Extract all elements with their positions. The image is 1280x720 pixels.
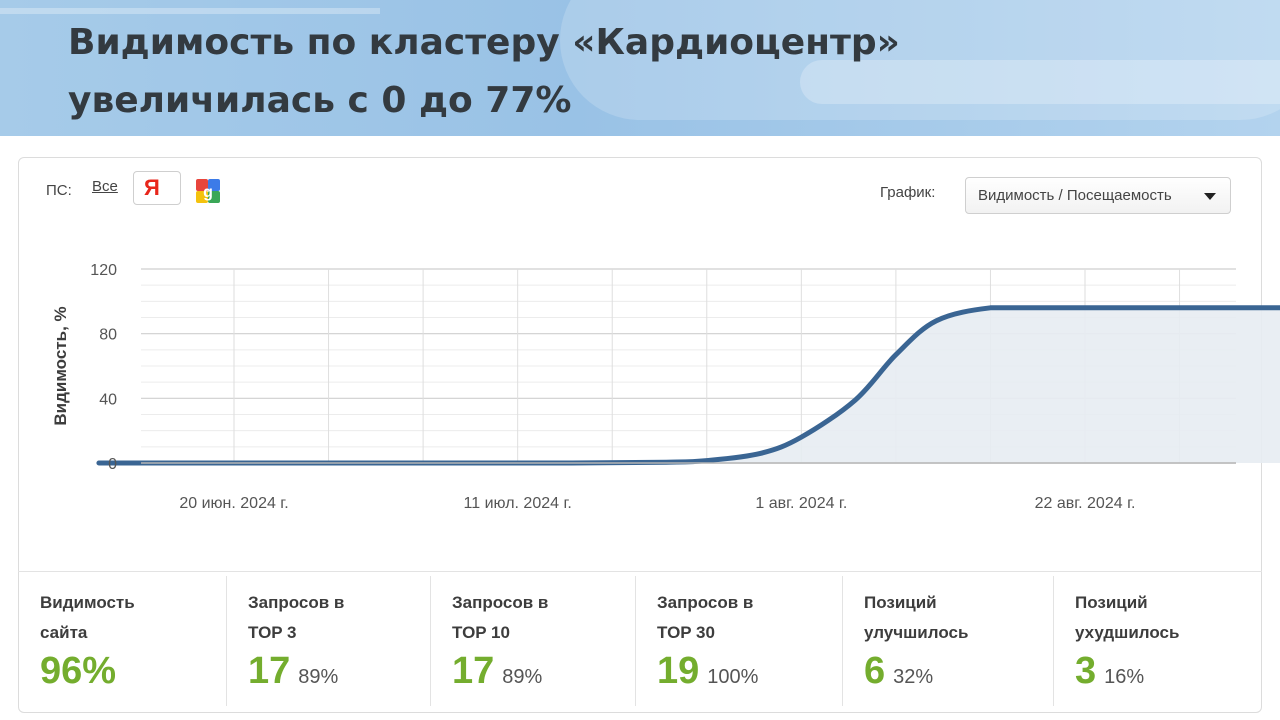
y-tick-label: 80 [99, 327, 117, 344]
all-engines-link[interactable]: Все [92, 178, 118, 195]
stat-number: 19 [657, 650, 700, 692]
stat-number: 17 [248, 650, 291, 692]
search-engine-label: ПС: [46, 182, 72, 199]
x-tick-label: 1 авг. 2024 г. [755, 495, 847, 512]
stat-number: 3 [1075, 650, 1097, 692]
dropdown-arrow-icon [1204, 193, 1216, 200]
svg-text:g: g [203, 184, 213, 201]
stat-value: 19 100% [657, 650, 758, 693]
stat-block: Позиций ухудшилось 3 16% [1053, 572, 1262, 712]
stat-percent: 100% [707, 666, 759, 688]
y-axis-label: Видимость, % [51, 306, 70, 425]
header-banner: Видимость по кластеру «Кардиоцентр» увел… [0, 0, 1280, 136]
stat-label: Позиций улучшилось [864, 593, 969, 642]
stat-value: 96% [40, 650, 116, 693]
stat-divider [430, 576, 431, 706]
page-title: Видимость по кластеру «Кардиоцентр» увел… [68, 22, 900, 121]
stat-block: Запросов в TOP 30 19 100% [635, 572, 842, 712]
google-icon[interactable]: g [193, 176, 223, 206]
y-tick-label: 40 [99, 391, 117, 408]
header-decoration [0, 8, 380, 14]
graph-type-label: График: [880, 184, 936, 201]
stat-number: 96% [40, 650, 117, 692]
stats-row: Видимость сайта 96% Запросов в TOP 3 17 89% З… [18, 571, 1262, 712]
stat-percent: 89% [502, 666, 543, 688]
stat-divider [1053, 576, 1054, 706]
graph-type-select[interactable]: Видимость / Посещаемость [965, 177, 1231, 214]
x-tick-label: 20 июн. 2024 г. [179, 495, 288, 512]
x-tick-label: 22 авг. 2024 г. [1035, 495, 1136, 512]
x-tick-label: 11 июл. 2024 г. [464, 495, 572, 512]
stat-block: Запросов в TOP 3 17 89% [226, 572, 430, 712]
yandex-icon: Я [144, 175, 160, 200]
y-tick-label: 120 [90, 262, 117, 279]
stat-block: Позиций улучшилось 6 32% [842, 572, 1053, 712]
stat-label: Видимость сайта [40, 593, 135, 642]
stat-label: Запросов в TOP 3 [248, 593, 345, 642]
stat-divider [226, 576, 227, 706]
stat-value: 17 89% [452, 650, 542, 693]
stat-percent: 89% [298, 666, 339, 688]
stat-value: 3 16% [1075, 650, 1144, 693]
stat-divider [635, 576, 636, 706]
stat-label: Позиций ухудшилось [1075, 593, 1180, 642]
header-decoration [560, 0, 1280, 120]
series-area [98, 307, 1280, 464]
yandex-button[interactable]: Я [133, 171, 181, 205]
stat-divider [842, 576, 843, 706]
stat-block: Видимость сайта 96% [18, 572, 226, 712]
stat-number: 6 [864, 650, 886, 692]
stat-label: Запросов в TOP 10 [452, 593, 549, 642]
header-decoration [800, 60, 1280, 104]
stat-percent: 32% [893, 666, 934, 688]
stat-percent: 16% [1104, 666, 1145, 688]
stat-value: 6 32% [864, 650, 933, 693]
stat-value: 17 89% [248, 650, 338, 693]
stat-number: 17 [452, 650, 495, 692]
stat-label: Запросов в TOP 30 [657, 593, 754, 642]
y-tick-label: 0 [108, 456, 117, 473]
stat-block: Запросов в TOP 10 17 89% [430, 572, 635, 712]
graph-type-value: Видимость / Посещаемость [978, 187, 1172, 204]
